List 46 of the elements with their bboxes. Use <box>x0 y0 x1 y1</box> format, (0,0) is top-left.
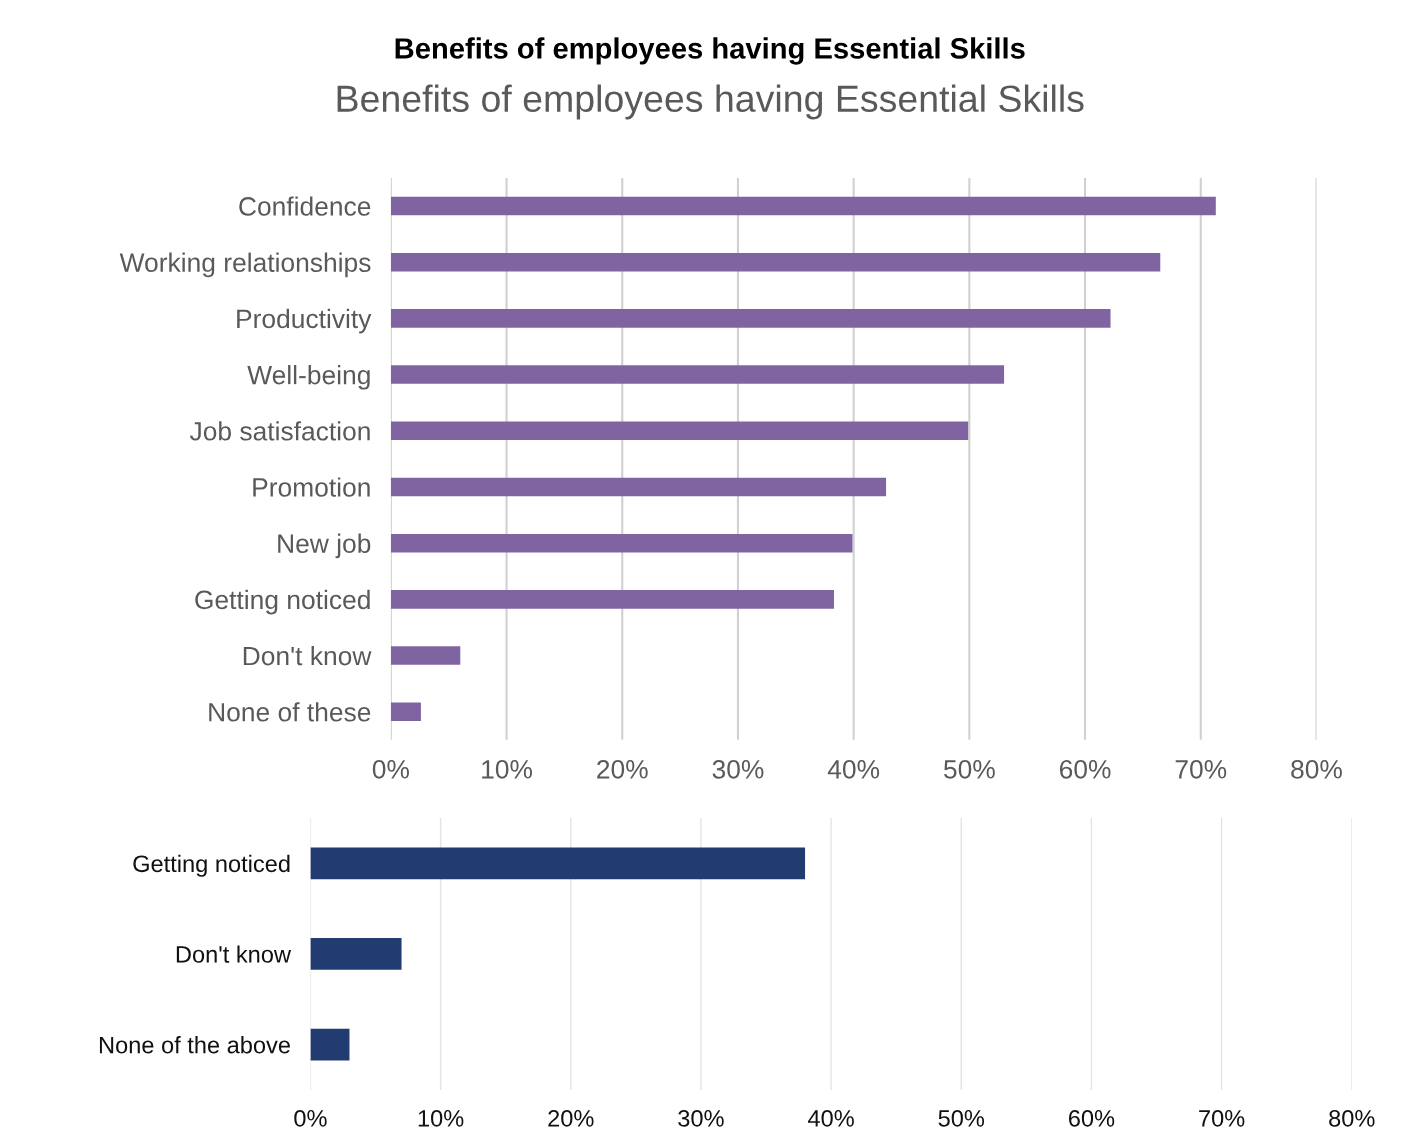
bar <box>390 365 1005 384</box>
x-tick-label: 40% <box>807 1110 854 1127</box>
bar <box>390 702 421 722</box>
y-tick-label: Getting noticed <box>133 854 290 877</box>
x-tick-label: 20% <box>597 759 648 779</box>
y-tick-label: Don't know <box>176 945 292 963</box>
y-tick-label: Working relationships <box>119 252 371 278</box>
y-tick-label: Well-being <box>247 365 370 390</box>
bar <box>390 477 887 497</box>
bar <box>390 309 1111 328</box>
y-tick-label: New job <box>278 533 371 559</box>
x-tick-label: 60% <box>1068 1110 1115 1127</box>
x-tick-label: 80% <box>1291 759 1342 779</box>
bar <box>310 938 402 970</box>
x-tick-label: 70% <box>1175 759 1227 779</box>
x-tick-label: 0% <box>372 759 409 779</box>
y-tick-label: Promotion <box>253 477 370 497</box>
x-tick-label: 30% <box>678 1110 724 1127</box>
x-tick-label: 10% <box>482 759 533 779</box>
bar <box>390 421 969 441</box>
y-tick-label: Productivity <box>237 308 372 334</box>
y-tick-label: Confidence <box>239 196 371 216</box>
x-tick-label: 80% <box>1329 1110 1375 1127</box>
bar <box>390 252 1161 272</box>
x-tick-label: 0% <box>294 1110 327 1127</box>
y-tick-label: Job satisfaction <box>189 421 370 441</box>
y-tick-label: Don't know <box>243 645 372 666</box>
x-tick-label: 30% <box>712 759 764 779</box>
bar <box>390 590 834 609</box>
y-tick-label: None of the above <box>99 1036 290 1054</box>
bar <box>390 533 853 553</box>
chart-title: Benefits of employees having Essential Skills <box>395 37 1025 65</box>
y-tick-label: None of these <box>209 702 371 722</box>
y-tick-label: Getting noticed <box>195 589 370 615</box>
chart-subtitle: Benefits of employees having Essential Skills <box>337 84 1084 120</box>
bar <box>310 847 806 880</box>
bar <box>390 196 1216 216</box>
x-tick-label: 10% <box>418 1110 464 1127</box>
x-tick-label: 50% <box>938 1110 985 1127</box>
x-tick-label: 60% <box>1059 759 1111 779</box>
bar <box>390 646 461 665</box>
x-tick-label: 50% <box>944 759 995 779</box>
x-tick-label: 40% <box>827 759 880 779</box>
bar <box>310 1028 350 1061</box>
x-tick-label: 20% <box>548 1110 594 1127</box>
x-tick-label: 70% <box>1199 1110 1245 1127</box>
